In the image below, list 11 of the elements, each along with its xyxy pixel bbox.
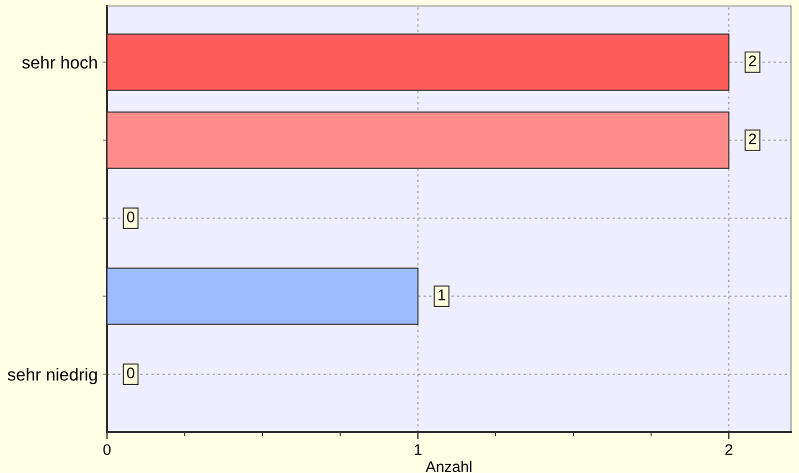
y-tick-label: sehr hoch [22, 56, 97, 69]
x-tick-label: 2 [725, 444, 732, 455]
y-tick-label: sehr niedrig [8, 368, 97, 384]
data-label: 0 [127, 368, 134, 378]
data-label: 2 [749, 133, 756, 144]
x-tick-label: 0 [103, 444, 111, 456]
data-label: 0 [127, 212, 134, 222]
x-axis-title: Anzahl [426, 460, 472, 472]
data-label: 1 [438, 290, 446, 300]
data-label: 2 [749, 55, 756, 66]
x-tick-label: 1 [414, 444, 422, 455]
